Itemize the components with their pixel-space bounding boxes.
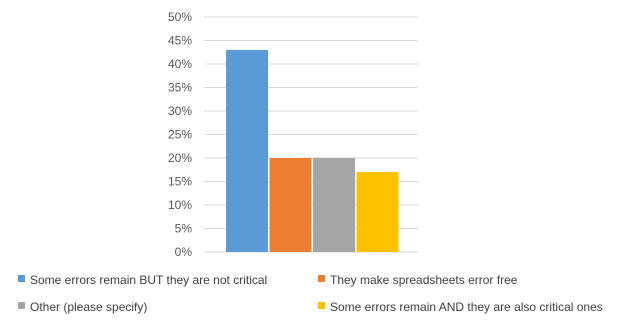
legend-label: They make spreadsheets error free — [330, 273, 518, 287]
legend-swatch — [318, 275, 325, 282]
bar — [269, 158, 312, 252]
legend-label: Some errors remain BUT they are not crit… — [30, 273, 267, 287]
legend-label: Some errors remain AND they are also cri… — [330, 300, 603, 314]
y-tick-label: 50% — [168, 10, 192, 24]
y-tick-label: 45% — [168, 34, 192, 48]
y-tick-label: 25% — [168, 128, 192, 142]
y-tick-label: 5% — [175, 222, 193, 236]
y-axis-tick-labels: 0% 5% 10% 15% 20% 25% 30% 35% 40% 45% 50% — [168, 10, 192, 259]
y-tick-label: 20% — [168, 151, 192, 165]
legend-swatch — [18, 302, 25, 309]
legend: Some errors remain BUT they are not crit… — [18, 273, 603, 314]
y-tick-label: 15% — [168, 175, 192, 189]
legend-swatch — [318, 302, 325, 309]
y-tick-label: 0% — [175, 245, 193, 259]
y-tick-label: 40% — [168, 57, 192, 71]
bar — [356, 172, 399, 252]
legend-swatch — [18, 275, 25, 282]
bar — [313, 158, 355, 252]
bars — [226, 49, 399, 253]
bar — [226, 49, 268, 253]
y-tick-label: 35% — [168, 81, 192, 95]
y-tick-label: 10% — [168, 198, 192, 212]
legend-label: Other (please specify) — [30, 300, 147, 314]
y-tick-label: 30% — [168, 104, 192, 118]
